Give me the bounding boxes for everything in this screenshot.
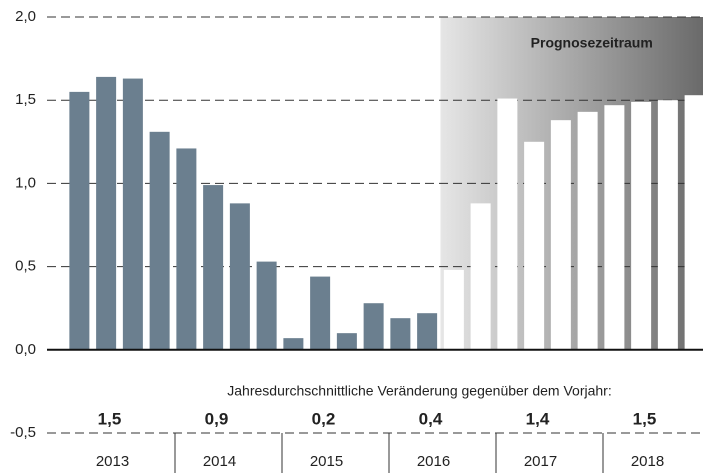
bar — [363, 303, 384, 350]
bar — [443, 269, 464, 350]
annual-value: 1,5 — [633, 409, 657, 428]
annual-note: Jahresdurchschnittliche Veränderung gege… — [227, 383, 611, 399]
bar — [577, 111, 598, 350]
y-tick-label: 0,5 — [15, 258, 36, 275]
bar — [96, 76, 117, 350]
bar — [524, 141, 545, 350]
bar — [470, 203, 491, 350]
y-tick-label: 2,0 — [15, 8, 36, 25]
annual-value: 0,4 — [419, 409, 443, 428]
y-tick-label: 1,0 — [15, 174, 36, 191]
bar — [176, 148, 197, 350]
bar — [417, 313, 438, 350]
y-tick-label: -0,5 — [10, 424, 36, 441]
bar — [550, 120, 571, 350]
bar — [657, 100, 678, 350]
bar — [122, 78, 143, 350]
bar — [631, 101, 652, 350]
bar — [229, 203, 250, 350]
annual-value: 0,2 — [312, 409, 336, 428]
annual-value: 1,5 — [98, 409, 122, 428]
bar — [497, 98, 518, 350]
x-tick-label: 2016 — [417, 453, 450, 470]
bar — [310, 276, 331, 350]
bar — [390, 318, 411, 350]
x-tick-label: 2017 — [524, 453, 557, 470]
annual-value: 0,9 — [205, 409, 229, 428]
bar — [604, 105, 625, 350]
x-tick-label: 2018 — [631, 453, 664, 470]
bar — [336, 333, 357, 350]
x-tick-label: 2014 — [203, 453, 236, 470]
bar — [203, 185, 224, 350]
x-tick-label: 2015 — [310, 453, 343, 470]
y-tick-label: 0,0 — [15, 341, 36, 358]
x-tick-label: 2013 — [96, 453, 129, 470]
y-tick-label: 1,5 — [15, 91, 36, 108]
bar — [256, 261, 277, 350]
bar — [69, 91, 90, 350]
bar — [684, 95, 703, 350]
bar — [149, 131, 170, 350]
annual-value: 1,4 — [526, 409, 550, 428]
forecast-label: Prognosezeitraum — [531, 35, 653, 51]
bar — [283, 338, 304, 350]
